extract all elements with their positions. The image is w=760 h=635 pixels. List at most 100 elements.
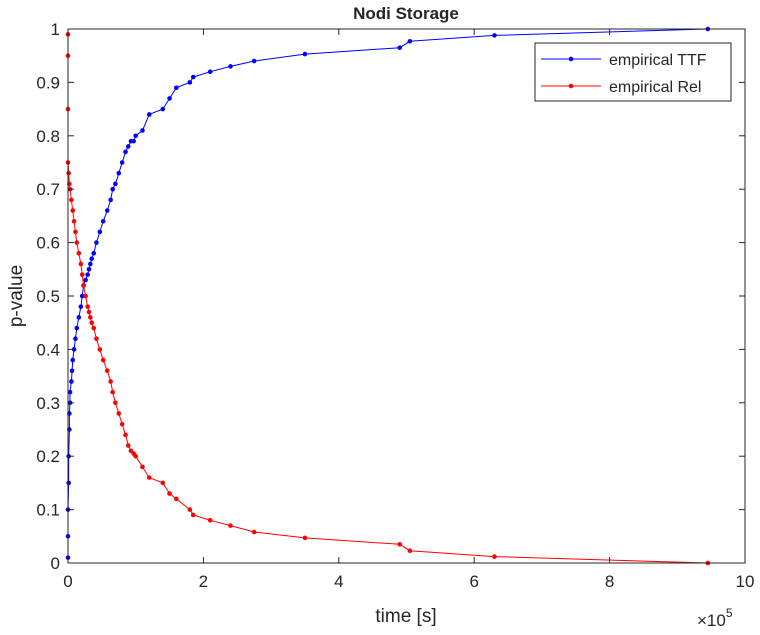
series-1-point (116, 411, 122, 416)
series-1-point (407, 548, 413, 554)
series-0-point (76, 315, 82, 320)
series-layer (65, 26, 711, 566)
series-0-point (108, 197, 113, 203)
series-0-point (73, 336, 78, 342)
series-0-point (104, 208, 110, 213)
y-tick-label: 0 (51, 554, 60, 573)
x-axis-exponent: ×105 (697, 606, 733, 630)
series-0-point (187, 80, 193, 85)
series-0-point (146, 112, 152, 117)
series-1-point (104, 368, 110, 374)
series-1-point (73, 229, 78, 235)
series-0-point (79, 293, 85, 299)
series-0-point (69, 379, 74, 384)
x-tick-label: 6 (469, 572, 478, 591)
series-0-point (131, 138, 136, 144)
series-0-point (74, 325, 80, 331)
series-1-point (302, 535, 308, 541)
y-tick-label: 0.7 (36, 180, 60, 199)
series-0-point (71, 347, 77, 352)
legend-label-ttf: empirical TTF (609, 52, 707, 69)
x-axis-exponent-power: 5 (726, 606, 733, 620)
series-1-point (133, 453, 138, 459)
series-0-point (407, 38, 413, 44)
series-1-point (91, 325, 97, 331)
series-1-point (71, 218, 77, 224)
series-1-point (187, 507, 193, 512)
series-0-point (302, 51, 308, 57)
series-1-point (119, 421, 125, 427)
series-0-point (113, 181, 118, 187)
series-1-point (125, 443, 131, 448)
series-1-point (81, 283, 86, 288)
y-tick-label: 0.6 (36, 234, 60, 253)
y-tick-label: 1 (51, 20, 60, 39)
series-1-point (140, 464, 145, 470)
series-0-point (85, 272, 90, 277)
y-tick-label: 0.9 (36, 73, 60, 92)
legend-marker-rel (568, 83, 574, 89)
series-1-point (251, 529, 257, 535)
series-0-point (251, 58, 257, 64)
series-0-point (167, 96, 172, 101)
series-1-point (83, 293, 88, 299)
series-1-point (110, 389, 115, 395)
x-tick-label: 8 (605, 572, 614, 591)
series-0-point (88, 261, 93, 267)
y-axis-ticks: 0 0.1 0.2 0.3 0.4 0.5 0.6 0.7 0.8 0.9 1 (36, 20, 745, 573)
series-1-point (190, 512, 196, 518)
series-0-point (119, 160, 125, 165)
series-1-point (76, 250, 82, 256)
series-1-point (70, 208, 76, 213)
series-1-point (108, 379, 113, 384)
series-0-point (123, 149, 128, 155)
plot-area (68, 29, 745, 563)
series-0-point (140, 128, 145, 133)
series-0-point (133, 133, 138, 139)
series-1-point (89, 320, 94, 326)
series-0-point (174, 85, 179, 91)
series-1-point (74, 240, 80, 245)
series-0-point (66, 480, 71, 486)
legend: empirical TTF empirical Rel (534, 42, 732, 102)
legend-marker-ttf (568, 56, 574, 62)
series-1-point (66, 170, 71, 176)
series-1-point (160, 480, 166, 486)
x-axis-label: time [s] (375, 606, 436, 627)
series-0-point (190, 74, 196, 80)
series-0-point (78, 304, 84, 309)
series-0-point (100, 218, 106, 224)
x-tick-label: 0 (63, 572, 72, 591)
legend-label-rel: empirical Rel (609, 79, 701, 96)
series-0-point (397, 45, 403, 50)
series-0-point (207, 69, 213, 75)
y-tick-label: 0.2 (36, 447, 60, 466)
series-0-point (86, 267, 92, 272)
series-1-point (397, 542, 403, 547)
series-1-point (113, 400, 118, 406)
series-0-point (116, 170, 122, 176)
y-axis-label: p-value (6, 265, 27, 327)
series-1-point (97, 347, 103, 352)
series-0-point (110, 186, 115, 192)
series-0-point (70, 357, 76, 363)
series-0-point (69, 368, 75, 374)
x-axis-exponent-base: ×10 (697, 611, 726, 630)
series-1-point (79, 272, 85, 277)
x-axis-ticks: 0 2 4 6 8 10 (63, 29, 754, 591)
series-0-point (67, 389, 73, 395)
series-0-point (97, 229, 103, 235)
series-0-point (492, 33, 497, 38)
series-1-point (85, 304, 90, 309)
series-1-point (174, 496, 179, 502)
series-1-point (88, 315, 93, 320)
series-1-point (492, 554, 497, 559)
series-1-point (228, 523, 233, 528)
y-tick-label: 0.1 (36, 501, 60, 520)
series-1-point (78, 261, 84, 267)
y-tick-label: 0.4 (36, 340, 60, 359)
series-1-point (207, 517, 213, 523)
x-tick-label: 10 (736, 572, 755, 591)
